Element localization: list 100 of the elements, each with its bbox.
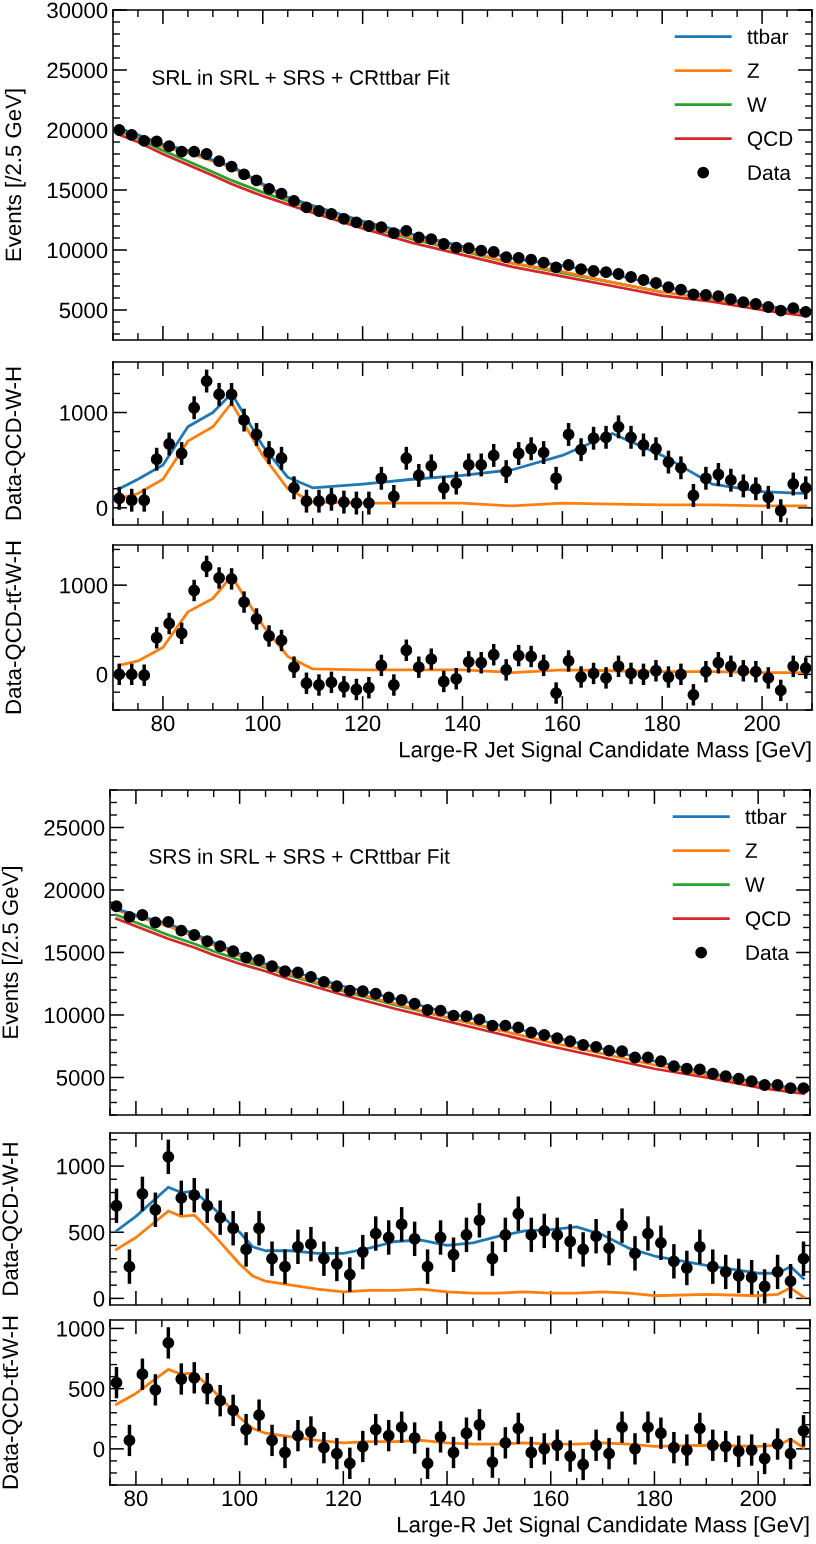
point — [300, 201, 313, 214]
point — [200, 560, 213, 573]
point — [538, 1029, 551, 1041]
point — [382, 991, 395, 1004]
point — [667, 1441, 680, 1454]
point — [564, 1035, 577, 1048]
point — [225, 160, 238, 173]
point — [162, 1336, 175, 1349]
point — [771, 1079, 784, 1091]
point — [612, 420, 625, 433]
point — [667, 1060, 680, 1073]
x-tick-label: 80 — [124, 1490, 148, 1507]
point — [188, 1371, 201, 1384]
point — [667, 1255, 680, 1268]
point — [250, 174, 263, 187]
point — [487, 245, 500, 258]
point — [724, 293, 737, 306]
point — [687, 489, 700, 502]
point — [762, 491, 775, 504]
point — [253, 1409, 265, 1422]
point — [737, 664, 750, 677]
point — [762, 301, 775, 313]
point — [680, 1062, 693, 1075]
point — [317, 975, 330, 988]
legend-label: ttbar — [747, 28, 789, 45]
point — [408, 1232, 421, 1245]
point — [784, 1275, 797, 1288]
point — [362, 220, 375, 232]
point — [712, 290, 725, 303]
point — [450, 241, 463, 254]
point — [412, 469, 425, 482]
point — [123, 910, 136, 923]
point — [512, 251, 525, 264]
point — [437, 238, 450, 250]
point — [227, 1222, 240, 1235]
point — [266, 960, 278, 973]
point — [512, 447, 525, 460]
point — [699, 665, 712, 678]
point — [136, 1187, 149, 1200]
point — [450, 672, 463, 685]
y-tick-label: 1000 — [57, 1158, 105, 1175]
point — [625, 271, 637, 283]
point — [693, 1422, 706, 1435]
point — [460, 1010, 473, 1023]
point — [577, 1039, 590, 1051]
point — [162, 1150, 175, 1163]
point — [275, 634, 288, 647]
point — [675, 283, 687, 296]
point — [227, 945, 240, 958]
point — [562, 428, 575, 441]
point — [600, 671, 612, 684]
legend-label: Z — [745, 843, 758, 858]
point — [662, 456, 675, 468]
x-tick-label: 140 — [445, 715, 481, 732]
y-tick-label: 1000 — [60, 405, 108, 421]
point — [375, 659, 388, 672]
point — [745, 1444, 758, 1456]
point — [797, 1424, 810, 1437]
point — [263, 182, 275, 195]
point — [163, 617, 176, 630]
point — [149, 916, 162, 929]
point — [300, 677, 313, 690]
legend-label: W — [745, 877, 765, 892]
legend-label: ttbar — [745, 808, 787, 825]
point — [537, 256, 550, 269]
point — [201, 935, 214, 948]
point — [330, 1447, 343, 1460]
point — [434, 1231, 447, 1244]
point — [163, 438, 176, 450]
point — [317, 1252, 330, 1265]
point — [201, 1199, 214, 1212]
point — [408, 1432, 421, 1444]
point — [475, 459, 488, 471]
point — [680, 1444, 693, 1456]
point — [213, 572, 226, 584]
point — [123, 1260, 136, 1273]
point — [149, 1203, 162, 1216]
point — [350, 683, 363, 696]
point — [537, 659, 550, 672]
point — [724, 474, 737, 487]
point — [642, 1227, 654, 1240]
point — [313, 205, 325, 217]
point — [562, 259, 575, 271]
point — [771, 1438, 784, 1450]
point — [149, 1383, 162, 1396]
point — [500, 251, 513, 264]
point — [525, 1228, 538, 1241]
point — [706, 1067, 719, 1080]
y-axis-title: Events [/2.5 GeV] — [1, 867, 23, 1038]
point — [343, 1457, 356, 1470]
point — [612, 268, 625, 280]
point — [275, 452, 288, 465]
point — [797, 1252, 810, 1265]
annotation: SRL in SRL + SRS + CRttbar Fit — [152, 69, 450, 85]
point — [395, 1218, 408, 1231]
point — [662, 281, 675, 294]
point — [253, 954, 265, 966]
point — [305, 970, 317, 983]
y-tick-label: 30000 — [47, 2, 108, 19]
point — [475, 244, 488, 257]
